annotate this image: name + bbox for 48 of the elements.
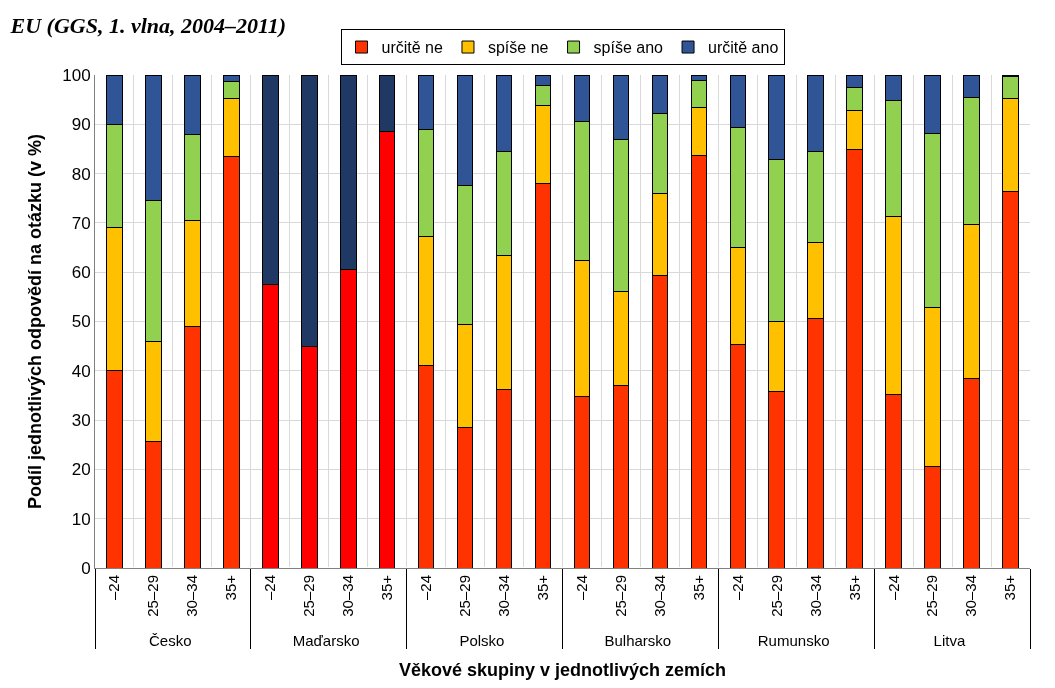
text: Maďarsko [292,631,360,649]
y-tick-label: 10 [71,509,91,529]
x-tick-label: 25–29 [611,575,629,617]
x-tick-label: 35+ [845,574,863,601]
x-tick-label: –24 [728,575,746,601]
y-tick-label: 90 [71,115,91,135]
x-tick-label: 25–29 [923,575,941,617]
y-tick-label: 30 [71,411,91,431]
x-tick-label: 30–34 [183,575,201,617]
text: Rumunsko [757,631,830,649]
y-tick-label: 60 [71,263,91,283]
text: Polsko [459,631,505,649]
x-tick-label: 35+ [533,574,551,601]
y-tick-label: 40 [71,361,91,381]
x-tick-label: 30–34 [339,575,357,617]
x-tick-label: 25–29 [300,575,318,617]
legend-label: určitě ne [381,39,443,57]
text: Česko [149,631,192,649]
x-tick-label: 35+ [378,574,396,601]
x-tick-label: 30–34 [962,575,980,617]
legend-label: určitě ano [708,39,779,57]
x-tick-label: 35+ [1001,574,1019,601]
y-tick-label: 100 [62,65,91,85]
legend-label: spíše ano [593,39,664,57]
x-tick-label: 25–29 [455,575,473,617]
x-tick-label: 25–29 [144,575,162,617]
y-tick-label: 20 [71,460,91,480]
y-tick-label: 50 [71,312,91,332]
x-tick-label: 25–29 [767,575,785,617]
x-tick-label: 30–34 [806,575,824,617]
x-tick-label: 30–34 [650,575,668,617]
x-tick-label: 35+ [222,574,240,601]
x-tick-label: –24 [105,575,123,601]
x-tick-label: –24 [261,575,279,601]
y-tick-label: 0 [81,558,91,578]
y-tick-label: 70 [71,213,91,233]
x-axis-title: Věkové skupiny v jednotlivých zemích [398,660,727,681]
text: Litva [933,631,966,649]
text: Bulharsko [604,631,672,649]
y-tick-label: 80 [71,164,91,184]
x-tick-label: 30–34 [494,575,512,617]
legend-label: spíše ne [487,39,549,57]
x-tick-label: –24 [417,575,435,601]
y-axis-title: Podíl jednotlivých odpovědí na otázku (v %) [25,133,46,510]
x-tick-label: 35+ [689,574,707,601]
x-tick-label: –24 [884,575,902,601]
x-tick-label: –24 [572,575,590,601]
chart-title: EU (GGS, 1. vlna, 2004–2011) [9,12,287,38]
